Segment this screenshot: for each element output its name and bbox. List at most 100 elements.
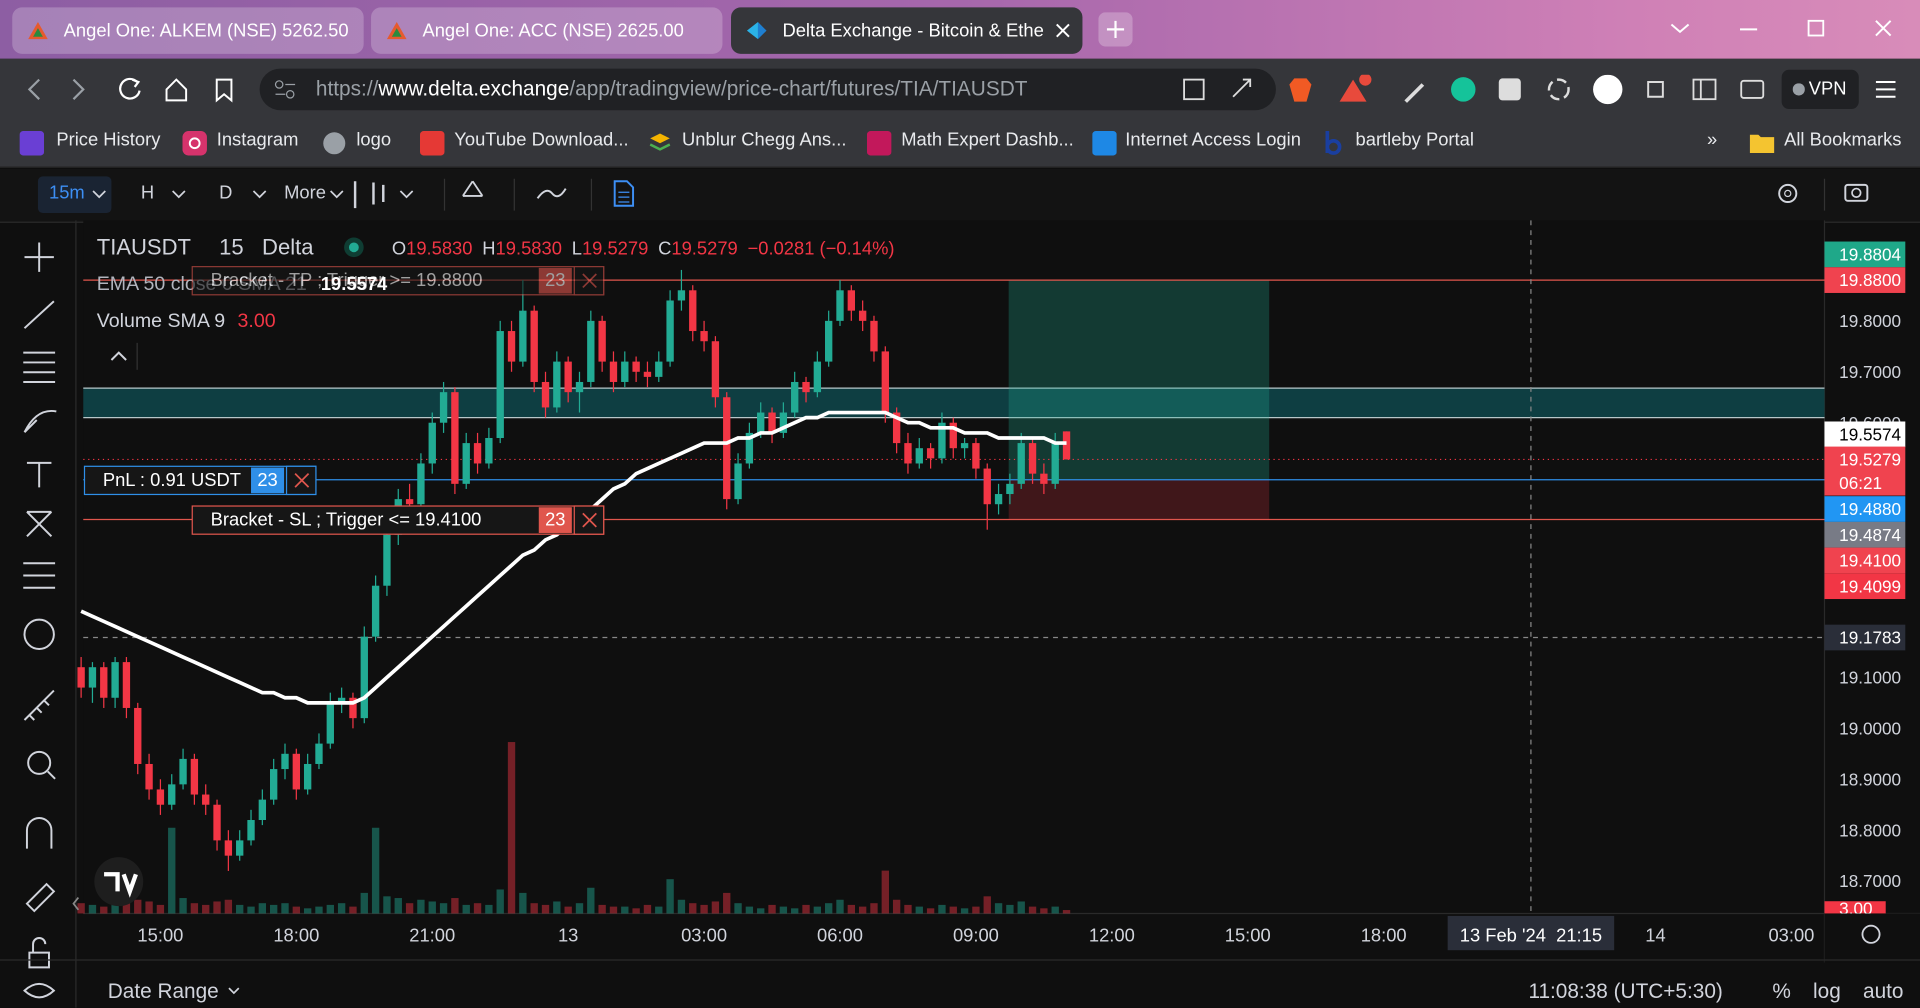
scroll-left[interactable] [72, 897, 80, 911]
tab[interactable]: Angel One: ALKEM (NSE) 5262.50 [12, 7, 364, 54]
bookmark-folder[interactable]: All Bookmarks [1784, 129, 1902, 151]
tab-icon [746, 22, 767, 40]
interval[interactable]: 15m [48, 182, 85, 204]
more-menu[interactable]: More [284, 182, 326, 204]
candle-body [507, 331, 516, 362]
volume-bar [734, 903, 742, 914]
ohlc-key: O [392, 238, 406, 259]
tool-icon[interactable] [23, 409, 57, 433]
tool-icon[interactable] [24, 242, 54, 272]
volume-bar [904, 904, 912, 914]
window-controls[interactable] [1668, 17, 1901, 41]
candle-body [768, 412, 776, 433]
new-tab[interactable] [1098, 12, 1133, 47]
bookmark[interactable]: logo [356, 129, 392, 151]
log-toggle[interactable]: log [1813, 980, 1841, 1003]
bookmark[interactable]: Unblur Chegg Ans... [682, 129, 847, 151]
tool-icon[interactable] [25, 816, 53, 849]
ohlc-value: 19.5279 [671, 238, 737, 259]
candle-body [881, 351, 889, 413]
interval-option[interactable]: D [219, 182, 233, 204]
tool-icon[interactable] [23, 982, 56, 999]
tool-icon[interactable] [23, 562, 56, 589]
bookmark[interactable]: Internet Access Login [1125, 129, 1301, 151]
crosshair-time-box [1447, 915, 1615, 951]
order-label[interactable]: Bracket - TP ; Trigger >= 19.8800 23 [191, 266, 605, 296]
candle-body [904, 443, 912, 464]
chart: TIAUSDT 15 Delta O19.5830 H19.5830 L19.5279 C1… [0, 220, 1920, 1008]
order-qty-box [538, 267, 572, 294]
date-range[interactable]: Date Range [108, 980, 219, 1003]
candle-body [609, 361, 618, 382]
candle-body [281, 753, 289, 770]
volume-bar [768, 904, 776, 914]
volume-bar [575, 903, 584, 914]
bookmark[interactable]: Instagram [216, 129, 299, 151]
volume-bar [779, 906, 788, 914]
tool-icon[interactable] [23, 618, 55, 650]
tool-icon[interactable] [28, 936, 50, 969]
y-tick-label: 19.8000 [1839, 311, 1901, 331]
volume-bar [666, 879, 674, 914]
auto-toggle[interactable]: auto [1863, 980, 1903, 1003]
volume-bar [564, 906, 572, 914]
volume-bar [609, 906, 618, 914]
tool-icon[interactable] [23, 300, 55, 329]
order-label[interactable]: Bracket - SL ; Trigger <= 19.4100 23 [191, 505, 605, 535]
axis-settings[interactable] [1861, 924, 1881, 944]
candle-body [621, 361, 629, 382]
candle-body [77, 667, 85, 688]
vpn-button[interactable]: VPN [1781, 69, 1859, 109]
bookmarks-overflow[interactable]: » [1706, 129, 1718, 151]
volume-bar [451, 898, 459, 914]
nav-buttons[interactable] [22, 76, 242, 103]
volume-bar [915, 906, 923, 914]
candle-body [757, 412, 765, 433]
tool-icon[interactable] [23, 351, 56, 384]
tab-title: Delta Exchange - Bitcoin & Ethe [782, 20, 1044, 42]
tab[interactable]: Delta Exchange - Bitcoin & Ethe [731, 7, 1083, 54]
volume-bar [858, 906, 867, 914]
tool-icon[interactable] [23, 689, 55, 721]
drawing-tools[interactable] [23, 242, 57, 999]
price-label-box [1824, 573, 1906, 600]
url-field[interactable]: https://www.delta.exchange/app/tradingvi… [259, 68, 1276, 111]
volume-bar [281, 903, 289, 914]
vpn-icon [1792, 83, 1805, 96]
tool-icon[interactable] [26, 461, 52, 488]
candle-body [179, 758, 187, 785]
tab-close[interactable] [1056, 23, 1071, 38]
candle-body [303, 763, 312, 790]
candle-body [315, 743, 323, 764]
candle-body [134, 707, 142, 764]
volume-bar [621, 906, 629, 914]
tool-icon[interactable] [27, 750, 56, 780]
tab-title: Angel One: ACC (NSE) 2625.00 [422, 20, 684, 42]
x-tick-label: 09:00 [953, 925, 999, 946]
tool-icon[interactable] [25, 882, 56, 913]
collapse-arrow[interactable] [110, 351, 127, 361]
candle-body [405, 499, 414, 505]
bookmark[interactable]: Price History [56, 129, 161, 151]
toolbar-icons [92, 178, 1869, 211]
bookmark[interactable]: YouTube Download... [454, 129, 629, 151]
volume-bar [258, 903, 267, 914]
candle-body [700, 331, 708, 342]
menu-button[interactable] [1875, 80, 1897, 100]
candle-body [473, 443, 482, 464]
order-label[interactable]: PnL : 0.91 USDT 23 [83, 465, 317, 496]
order-cancel-icon [582, 273, 597, 289]
tab[interactable]: Angel One: ACC (NSE) 2625.00 [371, 7, 723, 54]
tool-icon[interactable] [26, 510, 53, 538]
candle-body [1062, 431, 1071, 460]
bookmark[interactable]: Math Expert Dashb... [901, 129, 1074, 151]
volume-bar [711, 901, 720, 914]
extension-icons[interactable] [1182, 74, 1770, 107]
volume-bar [100, 906, 108, 914]
interval-option[interactable]: H [140, 182, 155, 204]
percent-toggle[interactable]: % [1772, 980, 1791, 1003]
bookmark[interactable]: bartleby Portal [1355, 129, 1474, 151]
symbol: TIAUSDT [97, 235, 191, 260]
candle-body [213, 804, 221, 841]
